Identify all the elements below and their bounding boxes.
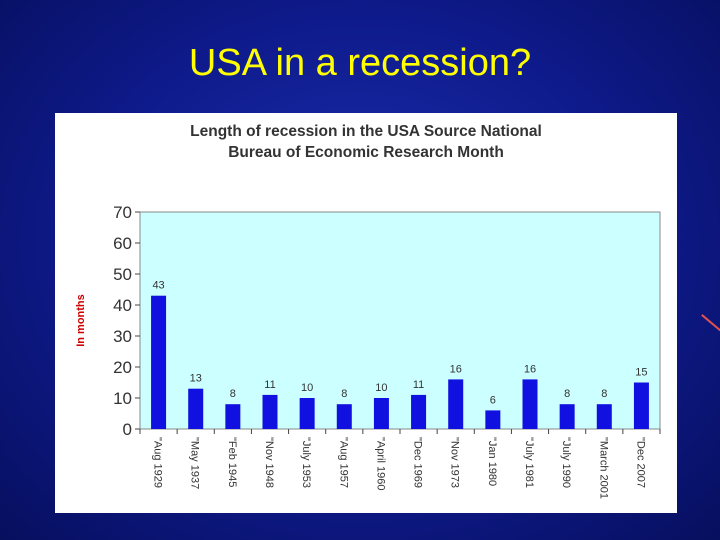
y-tick-label-5: 50	[113, 265, 132, 284]
bar-1	[188, 388, 204, 429]
bar-13	[633, 382, 649, 429]
bar-10	[522, 379, 538, 429]
x-tick-label-8: "Nov 1973	[449, 437, 461, 488]
decorative-line	[701, 314, 720, 333]
chart-title-line-2: Bureau of Economic Research Month	[228, 144, 504, 161]
x-tick-label-7: "Dec 1969	[412, 437, 424, 488]
bar-2	[225, 404, 241, 429]
data-label-2: 8	[230, 388, 236, 400]
x-tick-label-5: "Aug 1957	[337, 437, 349, 488]
data-label-5: 8	[341, 388, 347, 400]
data-label-7: 11	[413, 379, 424, 391]
y-tick-label-6: 60	[113, 234, 132, 253]
y-tick-label-3: 30	[113, 327, 132, 346]
bar-7	[411, 394, 427, 429]
x-tick-label-10: "July 1981	[523, 437, 535, 488]
data-label-9: 6	[490, 394, 496, 406]
x-tick-label-1: "May 1937	[189, 437, 201, 489]
x-tick-label-0: "Aug 1929	[152, 437, 164, 488]
data-label-3: 11	[264, 379, 275, 391]
data-label-6: 10	[375, 382, 387, 394]
chart-title-line-1: Length of recession in the USA Source Na…	[190, 123, 542, 140]
data-label-4: 10	[301, 382, 313, 394]
bar-chart: 0 10 20 30 40 50 60 70 In months 43 "Aug 1929 13 "Ma…	[75, 203, 661, 499]
x-tick-label-4: "July 1953	[300, 437, 312, 488]
x-tick-label-9: "Jan 1980	[486, 437, 498, 486]
y-tick-label-1: 10	[113, 389, 132, 408]
y-tick-label-0: 0	[123, 420, 132, 439]
bar-3	[262, 394, 278, 429]
y-axis-label: In months	[75, 294, 87, 347]
chart-panel: Length of recession in the USA Source Na…	[55, 113, 677, 513]
y-tick-label-7: 70	[113, 203, 132, 222]
x-tick-label-12: "March 2001	[597, 437, 609, 499]
bar-4	[299, 398, 315, 429]
bar-9	[485, 410, 501, 429]
y-tick-label-4: 40	[113, 296, 132, 315]
x-tick-label-3: "Nov 1948	[263, 437, 275, 488]
x-tick-label-13: "Dec 2007	[634, 437, 646, 488]
y-tick-label-2: 20	[113, 358, 132, 377]
bar-11	[559, 404, 575, 429]
bar-5	[336, 404, 352, 429]
plot-area	[139, 211, 661, 430]
data-label-12: 8	[601, 388, 607, 400]
data-label-8: 16	[450, 363, 462, 375]
data-label-1: 13	[190, 373, 202, 385]
slide-title: USA in a recession?	[188, 42, 532, 84]
bar-8	[448, 379, 464, 429]
bar-0	[151, 295, 167, 429]
bar-12	[596, 404, 612, 429]
data-label-0: 43	[152, 280, 164, 292]
chart-title: Length of recession in the USA Source Na…	[55, 121, 677, 163]
x-tick-label-6: "April 1960	[374, 437, 386, 490]
data-label-13: 15	[635, 367, 647, 379]
x-tick-label-11: "July 1990	[560, 437, 572, 488]
bar-6	[373, 398, 389, 429]
data-label-10: 16	[524, 363, 536, 375]
x-tick-label-2: "Feb 1945	[226, 437, 238, 487]
data-label-11: 8	[564, 388, 570, 400]
